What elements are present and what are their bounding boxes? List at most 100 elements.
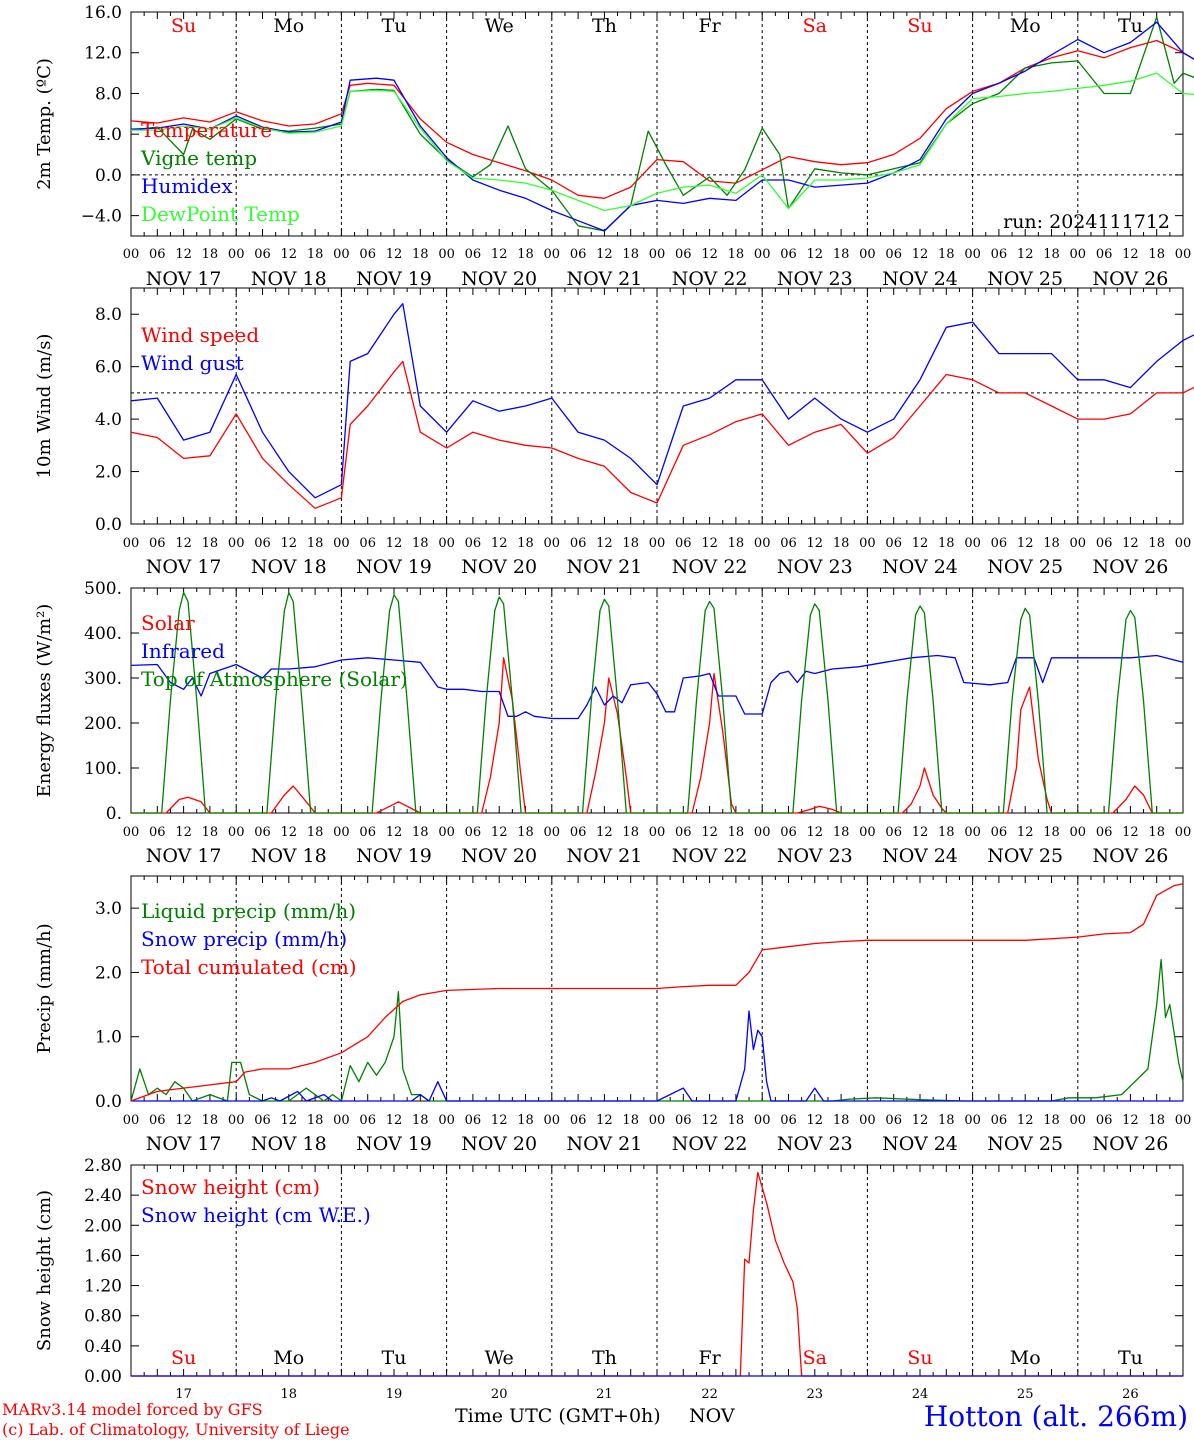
date-label: NOV 17 [146, 556, 222, 578]
hour-label: 12 [281, 825, 298, 840]
hour-label: 12 [386, 1113, 403, 1128]
hour-label: 12 [491, 1113, 508, 1128]
hour-label: 00 [1175, 247, 1192, 262]
date-label: NOV 24 [882, 268, 958, 290]
hour-label: 12 [281, 536, 298, 551]
hour-label: 00 [754, 1113, 771, 1128]
hour-label: 18 [307, 1113, 324, 1128]
y-tick-label: 100. [84, 759, 122, 779]
hour-label: 06 [149, 825, 166, 840]
hour-label: 00 [123, 536, 140, 551]
day-number-label: 24 [912, 1387, 929, 1402]
y-axis-label: 10m Wind (m/s) [34, 334, 55, 479]
hour-label: 18 [728, 825, 745, 840]
hour-label: 00 [859, 1113, 876, 1128]
hour-label: 06 [570, 536, 587, 551]
hour-label: 06 [675, 1113, 692, 1128]
hour-label: 12 [807, 247, 824, 262]
y-tick-label: 0.80 [84, 1307, 122, 1327]
hour-label: 12 [491, 247, 508, 262]
hour-label: 00 [123, 825, 140, 840]
y-axis-label: Snow height (cm) [34, 1190, 55, 1351]
y-tick-label: 1.20 [84, 1277, 122, 1297]
day-number-label: 26 [1122, 1387, 1139, 1402]
hour-label: 18 [202, 825, 219, 840]
date-label: NOV 26 [1092, 845, 1168, 867]
series-line-temperature [130, 39, 1194, 199]
hour-label: 00 [1070, 247, 1087, 262]
series-line-infrared [130, 654, 1184, 720]
hour-label: 12 [1122, 825, 1139, 840]
weekday-label: Su [171, 1347, 196, 1369]
hour-label: 06 [465, 825, 482, 840]
weekday-label: Su [907, 15, 932, 37]
hour-label: 18 [1148, 536, 1165, 551]
hour-label: 18 [728, 1113, 745, 1128]
date-label: NOV 23 [777, 556, 853, 578]
hour-label: 00 [123, 247, 140, 262]
hour-label: 12 [1017, 247, 1034, 262]
hour-label: 00 [859, 247, 876, 262]
hour-label: 12 [596, 1113, 613, 1128]
date-label: NOV 22 [672, 556, 748, 578]
hour-label: 12 [596, 825, 613, 840]
hour-label: 00 [964, 247, 981, 262]
hour-label: 00 [228, 825, 245, 840]
weekday-label: Tu [382, 1347, 407, 1369]
y-tick-label: 0.00 [84, 1367, 122, 1387]
hour-label: 00 [1070, 825, 1087, 840]
weekday-label: Mo [1010, 1347, 1041, 1369]
hour-label: 00 [228, 247, 245, 262]
date-label: NOV 24 [882, 556, 958, 578]
weekday-label: Su [907, 1347, 932, 1369]
weekday-label: Mo [273, 1347, 304, 1369]
panel-1: −4.0 0.0 4.0 8.0 12.0 16.0 2m Temp. (ºC) 00 06 12… [34, 3, 1194, 290]
weekday-label: Su [171, 15, 196, 37]
hour-label: 12 [1017, 825, 1034, 840]
hour-label: 18 [938, 536, 955, 551]
hour-label: 18 [1148, 247, 1165, 262]
series-line-top-of-atmosphere-solar [131, 591, 1183, 814]
hour-label: 18 [517, 247, 534, 262]
hour-label: 06 [570, 1113, 587, 1128]
hour-label: 12 [1017, 536, 1034, 551]
series-line-liquid-precip-mm-h [130, 958, 1184, 1102]
hour-label: 18 [202, 247, 219, 262]
y-axis-label: Precip (mm/h) [34, 923, 55, 1053]
hour-label: 00 [1175, 1113, 1192, 1128]
series-line-vigne-temp [130, 16, 1194, 232]
date-label: NOV 23 [777, 1133, 853, 1155]
y-axis-label: 2m Temp. (ºC) [34, 58, 55, 190]
day-number-label: 25 [1017, 1387, 1034, 1402]
hour-label: 06 [780, 536, 797, 551]
x-axis-month: NOV [689, 1405, 735, 1427]
date-label: NOV 17 [146, 1133, 222, 1155]
date-label: NOV 20 [461, 845, 537, 867]
hour-label: 18 [622, 1113, 639, 1128]
date-label: NOV 18 [251, 556, 327, 578]
hour-label: 12 [701, 825, 718, 840]
hour-label: 18 [307, 247, 324, 262]
legend-entry: Snow height (cm) [141, 1175, 320, 1199]
hour-label: 00 [438, 825, 455, 840]
date-label: NOV 26 [1092, 556, 1168, 578]
hour-label: 00 [649, 825, 666, 840]
date-label: NOV 17 [146, 845, 222, 867]
hour-label: 12 [1122, 1113, 1139, 1128]
hour-label: 18 [307, 536, 324, 551]
hour-label: 00 [754, 247, 771, 262]
hour-label: 12 [912, 247, 929, 262]
hour-label: 00 [544, 825, 561, 840]
weekday-label: Sa [803, 15, 827, 37]
hour-label: 18 [412, 536, 429, 551]
hour-label: 00 [333, 247, 350, 262]
series-line-total-cumulated-cm [130, 883, 1184, 1102]
hour-label: 06 [1096, 1113, 1113, 1128]
hour-label: 18 [1043, 247, 1060, 262]
legend-entry: Humidex [141, 174, 233, 198]
legend-entry: DewPoint Temp [141, 202, 300, 226]
hour-label: 06 [885, 536, 902, 551]
hour-label: 12 [596, 247, 613, 262]
date-label: NOV 19 [356, 1133, 432, 1155]
